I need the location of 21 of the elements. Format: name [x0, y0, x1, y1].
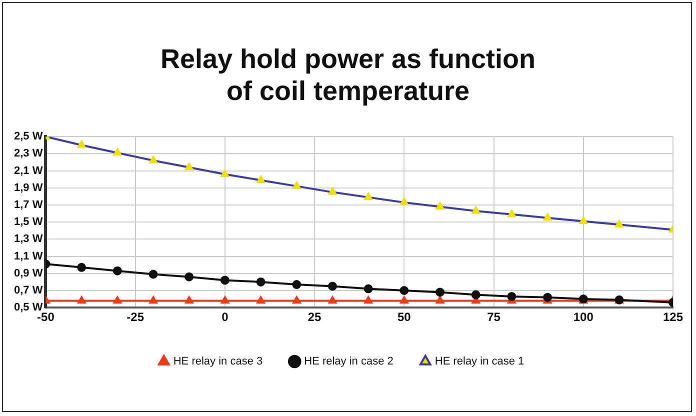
x-tick-label: 100 [573, 310, 594, 324]
x-tick-label: 50 [397, 310, 412, 324]
y-tick-label: 0,9 W [14, 267, 44, 280]
y-tick-label: 1,9 W [14, 182, 44, 194]
legend-label: HE relay in case 3 [173, 356, 263, 368]
legend-label: HE relay in case 1 [434, 356, 524, 368]
y-tick-label: 1,5 W [14, 216, 44, 228]
legend-label: HE relay in case 2 [304, 356, 394, 368]
x-tick-label: -25 [126, 310, 144, 324]
x-tick-label: 0 [222, 310, 229, 324]
x-tick-label: 125 [662, 310, 684, 324]
y-tick-label: 2,3 W [14, 148, 44, 160]
chart-title: Relay hold power as function of coil temperature [159, 43, 537, 107]
y-tick-label: 2,5 W [14, 130, 44, 143]
y-tick-label: 2,1 W [14, 164, 44, 177]
y-tick-label: 1,3 W [14, 233, 44, 246]
x-tick-label: 25 [308, 310, 322, 324]
y-tick-label: 1,7 W [14, 199, 44, 212]
x-tick-label: 75 [487, 310, 501, 324]
y-tick-label: 1,1 W [14, 250, 44, 262]
y-tick-label: 0,7 W [14, 284, 44, 297]
